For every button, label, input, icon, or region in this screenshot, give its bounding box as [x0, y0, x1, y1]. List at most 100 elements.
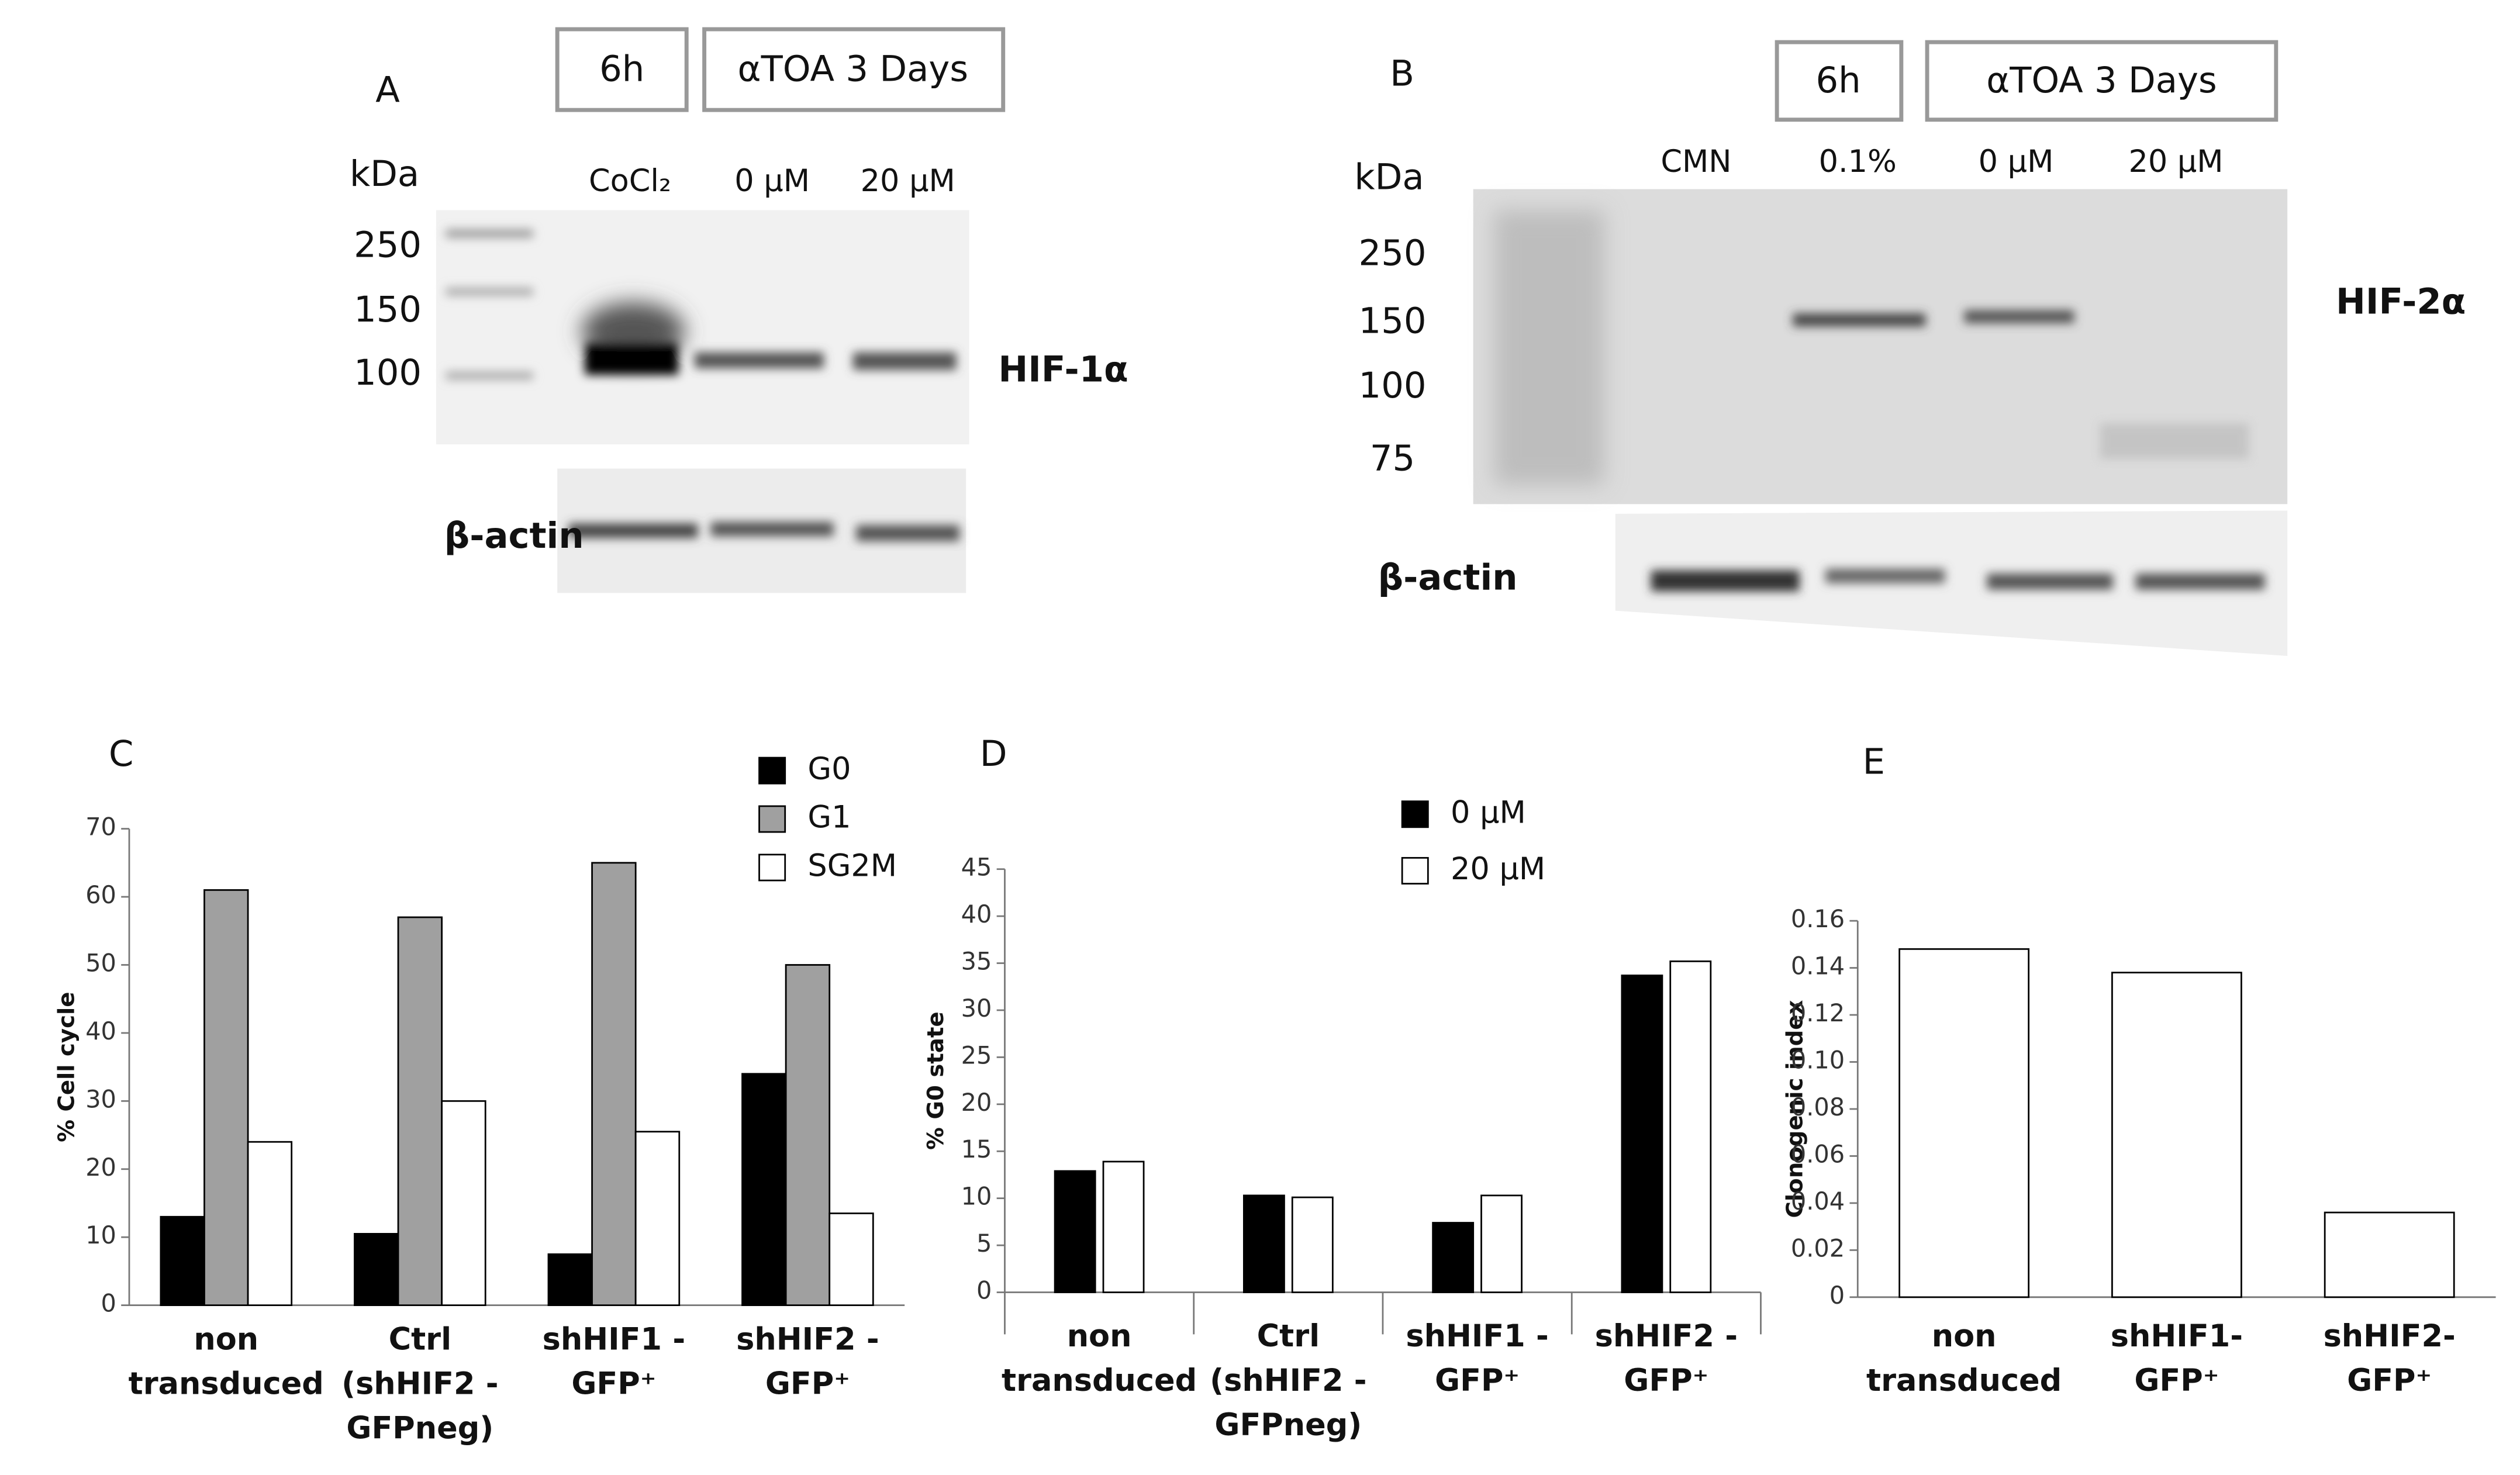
- unit: kDa: [350, 154, 419, 195]
- bar: [1102, 1160, 1145, 1293]
- target-label: HIF-2α: [2336, 281, 2466, 322]
- y-tick-label: 25: [961, 1041, 992, 1069]
- box-label: 6h: [599, 49, 644, 89]
- marker: 100: [354, 353, 422, 393]
- bands: [568, 521, 960, 541]
- control-label: β-actin: [1378, 558, 1518, 599]
- marker: 75: [1370, 438, 1415, 479]
- y-axis-label: % G0 state: [923, 1011, 949, 1150]
- bar: [441, 1100, 486, 1307]
- unit: kDa: [1354, 157, 1424, 198]
- x-tick-label: Ctrl (shHIF2 -GFPneg): [341, 1321, 498, 1446]
- bar: [829, 1213, 874, 1307]
- y-tick-label: 0.02: [1791, 1234, 1845, 1262]
- legend-swatch: [1401, 800, 1429, 828]
- marker: 250: [354, 225, 422, 266]
- box: [1775, 40, 1904, 122]
- panel-label: D: [980, 734, 1007, 775]
- y-tick-label: 10: [961, 1183, 992, 1211]
- y-tick-label: 30: [961, 994, 992, 1023]
- bar: [2111, 972, 2242, 1298]
- bar: [1898, 948, 2030, 1298]
- y-tick-label: 0: [1829, 1281, 1845, 1310]
- bar: [591, 862, 637, 1307]
- lane-label: CMN: [1661, 144, 1731, 179]
- bands: [1494, 210, 2249, 485]
- box: [555, 27, 689, 112]
- panel-label: B: [1390, 54, 1414, 95]
- bar: [203, 889, 249, 1307]
- x-tick-label: shHIF2 -GFP⁺: [1595, 1318, 1738, 1398]
- x-tick-label: shHIF2-GFP⁺: [2324, 1318, 2456, 1398]
- y-tick-label: 40: [961, 900, 992, 928]
- legend-label: 0 µM: [1451, 795, 1526, 830]
- bands: [446, 229, 957, 380]
- y-tick-label: 40: [85, 1017, 116, 1045]
- bar: [1480, 1194, 1523, 1293]
- membrane: [1615, 510, 2288, 656]
- y-tick-label: 35: [961, 948, 992, 976]
- lane-label: 0.1%: [1819, 144, 1897, 179]
- y-tick-label: 0.16: [1791, 905, 1845, 933]
- y-tick-label: 20: [85, 1153, 116, 1182]
- panel-label: E: [1863, 742, 1885, 783]
- legend-swatch: [1401, 856, 1429, 885]
- y-tick-label: 0.04: [1791, 1187, 1845, 1215]
- x-tick-label: shHIF1 -GFP⁺: [543, 1321, 685, 1401]
- panel-label: A: [375, 70, 400, 110]
- y-tick-label: 5: [976, 1229, 992, 1258]
- marker: 150: [354, 289, 422, 330]
- box-label: αTOA 3 Days: [1986, 60, 2217, 101]
- y-tick-label: 0.14: [1791, 952, 1845, 980]
- y-tick-label: 15: [961, 1135, 992, 1163]
- y-tick-label: 0.12: [1791, 999, 1845, 1027]
- y-tick-label: 20: [961, 1089, 992, 1117]
- bar: [1669, 960, 1712, 1293]
- x-tick-label: Ctrl (shHIF2 -GFPneg): [1210, 1318, 1366, 1443]
- lane-label: 20 µM: [2128, 144, 2223, 179]
- bar: [1432, 1222, 1475, 1293]
- legend-label: G1: [807, 800, 851, 835]
- bar: [397, 916, 443, 1307]
- box-label: 6h: [1815, 60, 1860, 101]
- legend-label: SG2M: [807, 848, 897, 884]
- bar: [1291, 1196, 1334, 1293]
- y-tick-label: 50: [85, 949, 116, 977]
- x-tick-label: shHIF1 -GFP⁺: [1406, 1318, 1548, 1398]
- box-label: αTOA 3 Days: [738, 49, 968, 89]
- box: [702, 27, 1006, 112]
- y-tick-label: 0: [976, 1277, 992, 1305]
- target-label: HIF-1α: [998, 349, 1128, 390]
- panel-label: C: [109, 734, 133, 775]
- y-tick-label: 0.10: [1791, 1046, 1845, 1074]
- blot-a: A 6h αTOA 3 Days kDa CoCl₂ 0 µM 20 µM 25…: [350, 27, 1128, 593]
- marker: 100: [1359, 365, 1427, 406]
- lane-label: 20 µM: [861, 163, 955, 199]
- y-tick-label: 10: [85, 1221, 116, 1249]
- bar: [1242, 1194, 1285, 1293]
- membrane: [436, 210, 969, 445]
- x-tick-label: shHIF2 -GFP⁺: [736, 1321, 879, 1401]
- marker: 250: [1359, 233, 1427, 274]
- y-tick-label: 30: [85, 1085, 116, 1113]
- y-tick-label: 0.06: [1791, 1140, 1845, 1168]
- bar: [354, 1232, 399, 1307]
- box: [1925, 40, 2279, 122]
- legend-label: G0: [807, 751, 851, 787]
- bar: [547, 1253, 593, 1307]
- blot-b: B 6h αTOA 3 Days kDa CMN 0.1% 0 µM 20 µM…: [1354, 40, 2466, 656]
- lane-label: 0 µM: [734, 163, 810, 199]
- legend-swatch: [758, 757, 786, 785]
- y-axis-label: Clonogenic index: [1782, 1000, 1808, 1218]
- control-label: β-actin: [444, 516, 584, 557]
- marker: 150: [1359, 300, 1427, 341]
- x-tick-label: non transduced: [1866, 1318, 2062, 1398]
- bar: [1054, 1170, 1096, 1293]
- legend-label: 20 µM: [1451, 851, 1545, 887]
- bar: [2324, 1211, 2455, 1298]
- bar: [1621, 975, 1663, 1293]
- y-tick-label: 60: [85, 881, 116, 909]
- y-tick-label: 45: [961, 854, 992, 882]
- bands: [1651, 568, 2265, 592]
